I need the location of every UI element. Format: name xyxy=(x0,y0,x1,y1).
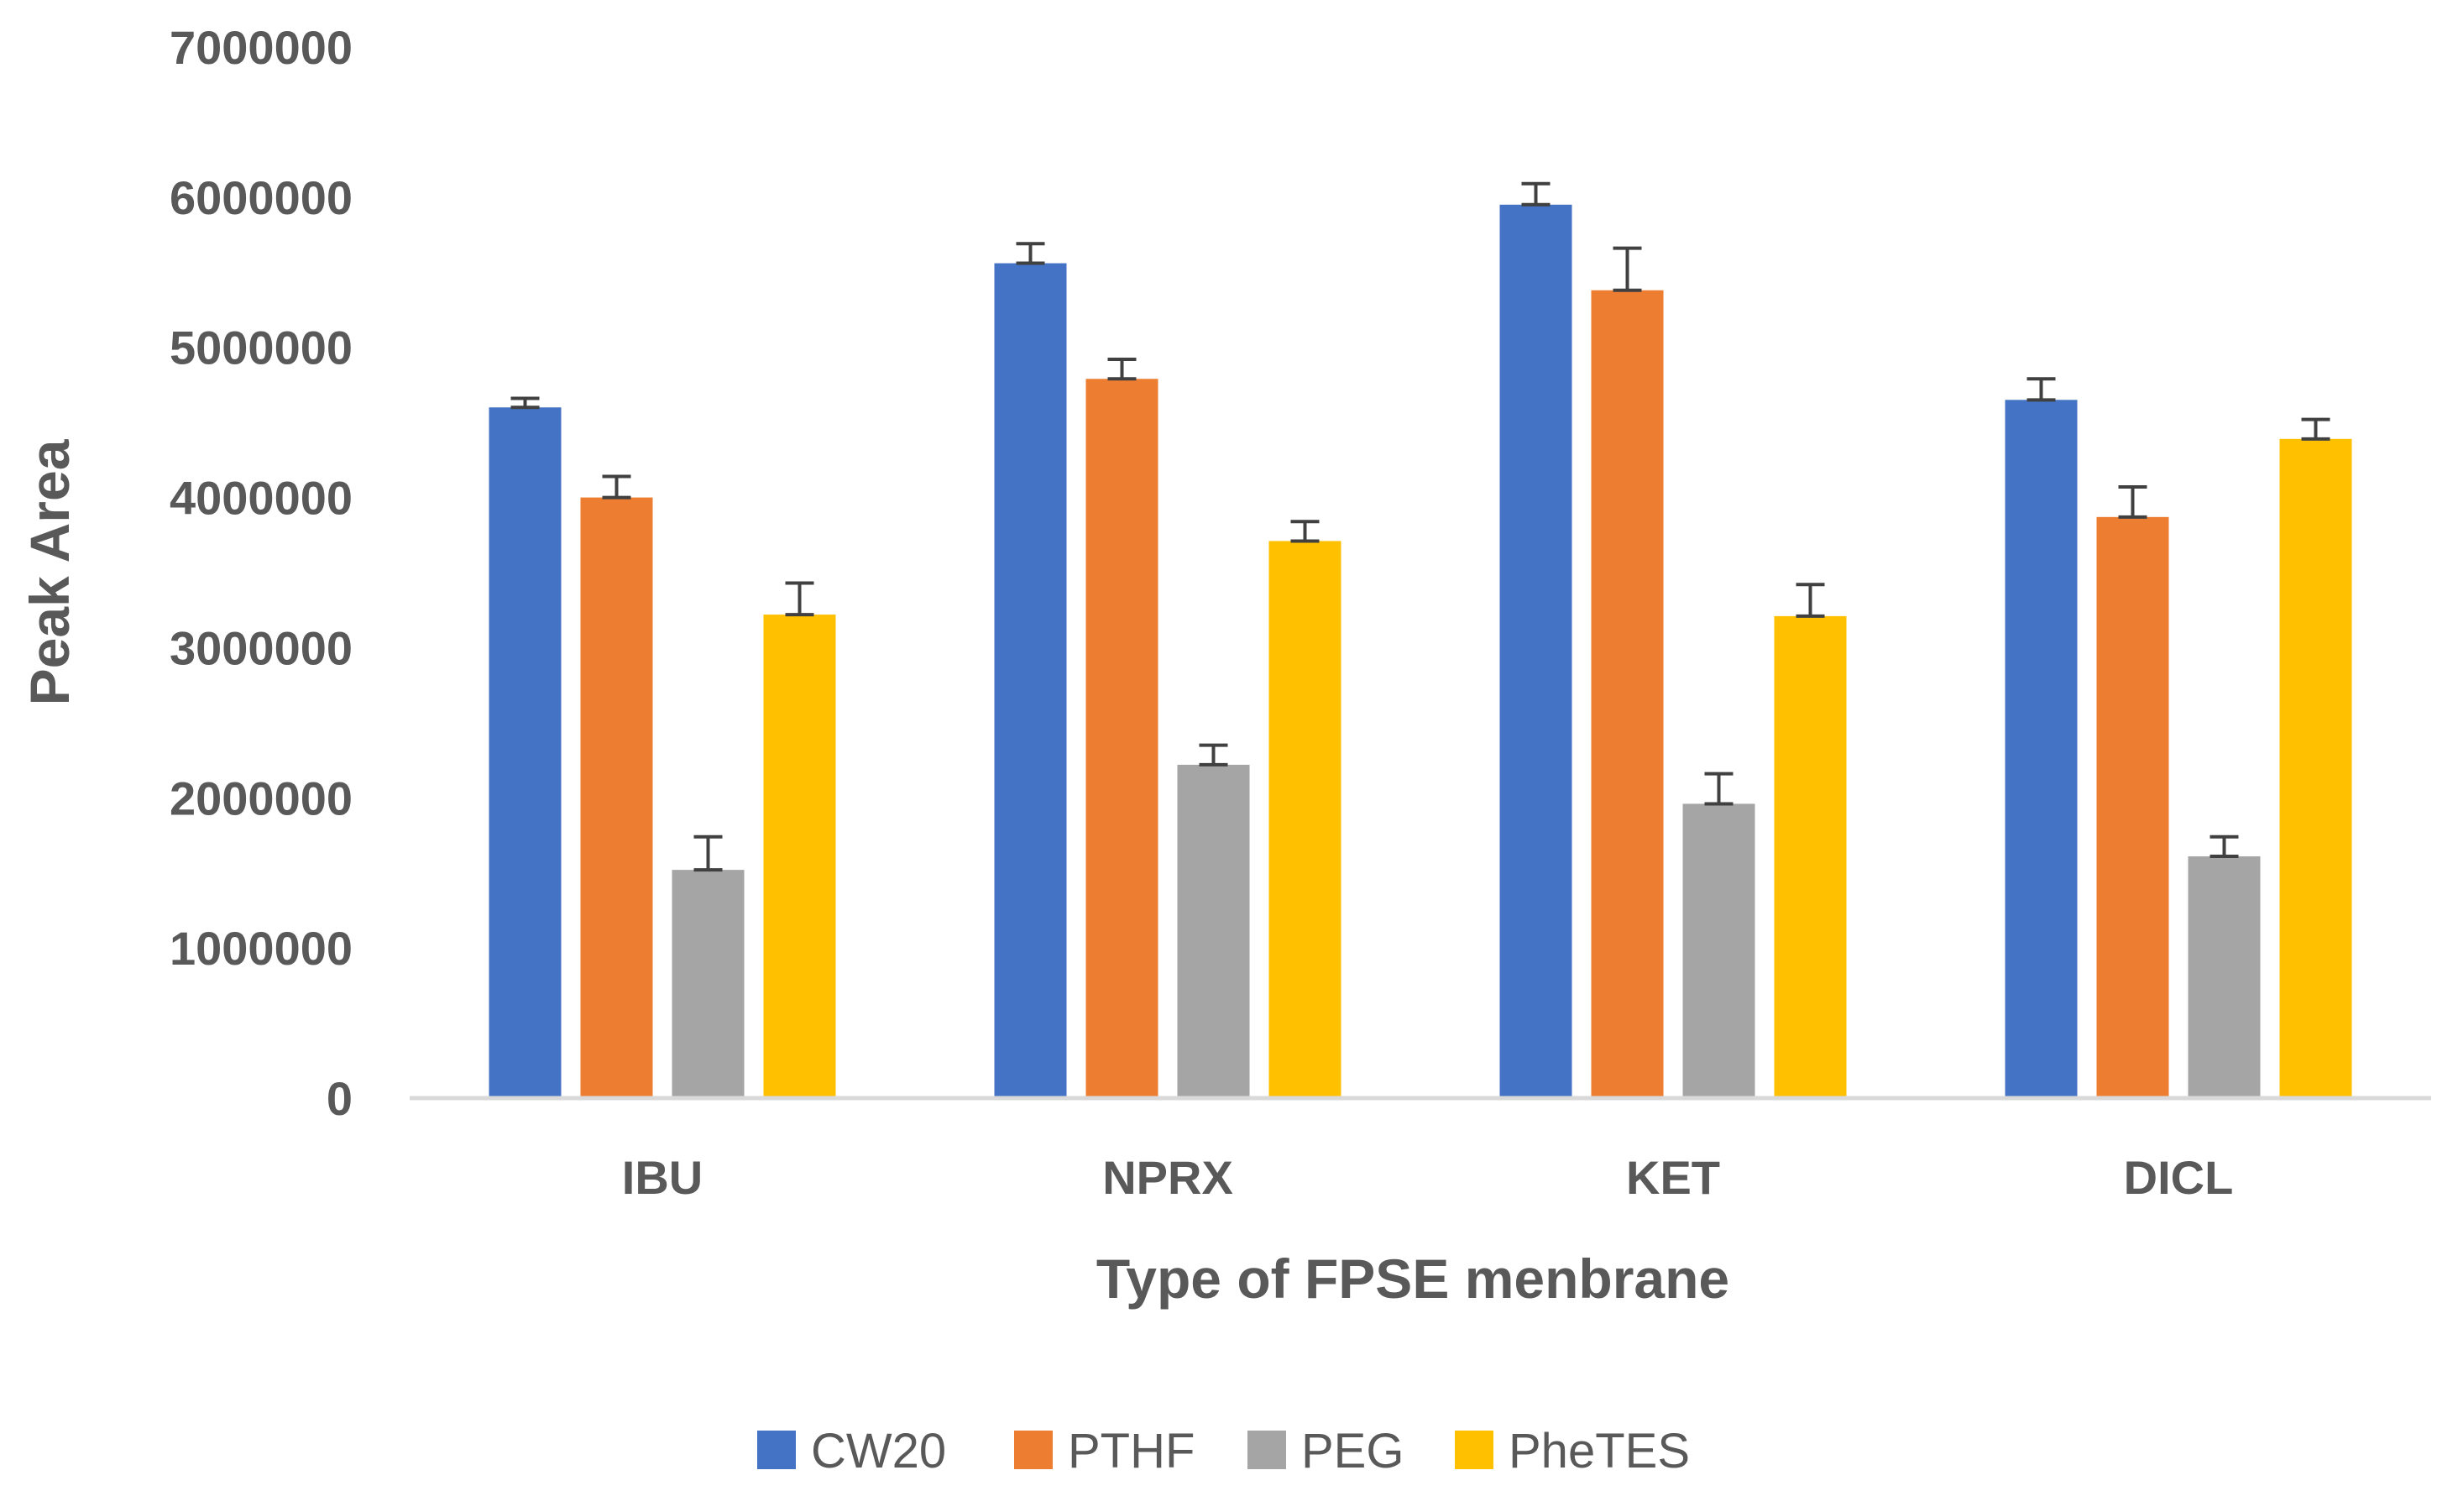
error-bars-group xyxy=(510,181,2330,872)
y-tick-label: 1000000 xyxy=(170,922,353,975)
bar-pthf-ket xyxy=(1591,290,1664,1099)
bar-pthf-ibu xyxy=(580,497,653,1098)
y-tick-label: 2000000 xyxy=(170,772,353,824)
bar-pthf-dicl xyxy=(2096,516,2169,1098)
y-tick-label: 5000000 xyxy=(170,322,353,374)
legend-label: PEG xyxy=(1301,1424,1404,1478)
y-tick-label: 7000000 xyxy=(170,21,353,74)
x-axis-title: Type of FPSE menbrane xyxy=(1096,1248,1729,1310)
legend-label: PheTES xyxy=(1509,1424,1690,1478)
bar-peg-dicl xyxy=(2188,856,2261,1098)
y-tick-label: 4000000 xyxy=(170,472,353,525)
y-axis-title: Peak Area xyxy=(18,438,81,705)
legend-swatch-pthf xyxy=(1014,1431,1053,1469)
bars-group xyxy=(489,204,2352,1099)
x-category-label: IBU xyxy=(622,1151,703,1204)
bar-peg-ibu xyxy=(672,870,745,1098)
bar-peg-nprx xyxy=(1177,764,1250,1098)
bar-phetes-nprx xyxy=(1268,541,1341,1098)
x-category-label: DICL xyxy=(2124,1151,2234,1204)
bar-cw20-ket xyxy=(1499,204,1572,1098)
x-category-label: NPRX xyxy=(1102,1151,1233,1204)
bar-cw20-nprx xyxy=(994,263,1067,1098)
legend-swatch-peg xyxy=(1247,1431,1286,1469)
legend-label: PTHF xyxy=(1068,1424,1195,1478)
y-tick-label: 6000000 xyxy=(170,171,353,224)
y-axis-ticks: 0 1000000 2000000 3000000 4000000 5000000 6000… xyxy=(170,21,353,1125)
legend: CW20 PTHF PEG PheTES xyxy=(757,1424,1690,1478)
x-axis-categories: IBU NPRX KET DICL xyxy=(622,1151,2234,1204)
y-tick-label: 0 xyxy=(327,1072,353,1125)
bar-pthf-nprx xyxy=(1085,379,1158,1098)
bar-phetes-dicl xyxy=(2279,438,2352,1098)
legend-label: CW20 xyxy=(811,1424,946,1478)
bar-phetes-ibu xyxy=(763,615,836,1098)
legend-swatch-phetes xyxy=(1455,1431,1493,1469)
bar-peg-ket xyxy=(1682,803,1755,1098)
y-tick-label: 3000000 xyxy=(170,621,353,674)
x-category-label: KET xyxy=(1626,1151,1720,1204)
bar-cw20-ibu xyxy=(489,407,562,1098)
bar-cw20-dicl xyxy=(2005,400,2078,1098)
legend-swatch-cw20 xyxy=(757,1431,796,1469)
bar-phetes-ket xyxy=(1774,615,1847,1098)
